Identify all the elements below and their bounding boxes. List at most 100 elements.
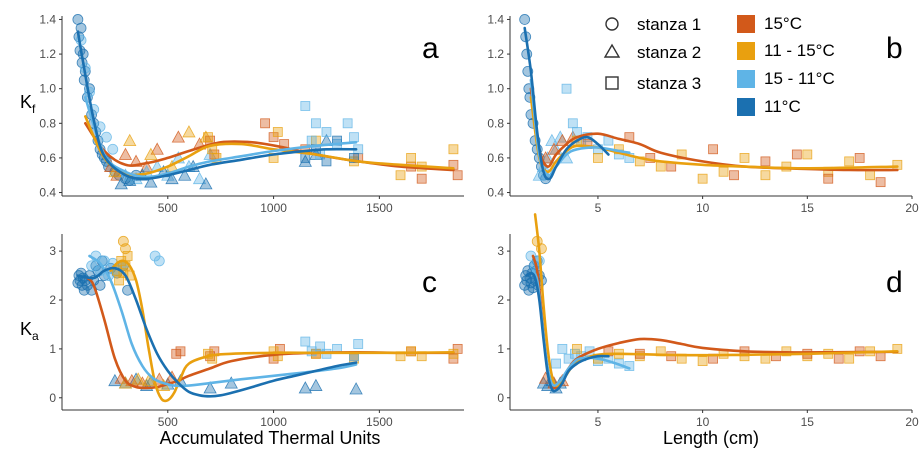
- data-point-triangle: [178, 168, 192, 181]
- x-tick-label: 10: [696, 201, 710, 215]
- data-point-circle: [120, 243, 131, 255]
- data-point-square: [300, 101, 311, 111]
- fit-curve-c11: [76, 266, 358, 398]
- data-point-triangle: [555, 133, 570, 147]
- x-tick-label: 15: [801, 201, 815, 215]
- legend-square-icon: [605, 76, 619, 90]
- legend-shape-label: stanza 3: [637, 74, 701, 93]
- panel-a-marks: [61, 14, 464, 197]
- data-point-square: [416, 173, 427, 184]
- data-point-triangle: [545, 133, 559, 147]
- panel-d: 5 10 15 20 0 1 2 3 Length (cm) d: [497, 213, 919, 448]
- legend: stanza 1 stanza 2 stanza 3 15°C 11 - 15°…: [603, 14, 835, 116]
- data-point-square: [865, 170, 876, 181]
- panel-d-marks: [509, 213, 912, 411]
- y-tick-label: 0.8: [39, 116, 56, 130]
- data-point-square: [349, 132, 359, 143]
- legend-triangle-icon: [603, 43, 621, 58]
- data-point-square: [676, 149, 687, 160]
- legend-swatch-11-15: [737, 42, 755, 60]
- panel-d-xlabel: Length (cm): [663, 428, 759, 448]
- data-point-square: [844, 156, 855, 167]
- data-point-square: [833, 353, 844, 364]
- data-point-triangle: [123, 173, 137, 186]
- panel-a-ylabel: Kf: [20, 92, 36, 116]
- data-point-triangle: [203, 381, 217, 394]
- data-point-square: [315, 341, 326, 352]
- data-point-square: [567, 118, 578, 129]
- data-point-square: [551, 358, 561, 369]
- data-point-square: [760, 170, 771, 181]
- data-point-square: [593, 153, 603, 163]
- fit-curve-c15_11: [84, 96, 358, 179]
- panel-b-ticks: 5 10 15 20 0.4 0.6 0.8 1.0 1.2 1.4: [487, 12, 919, 215]
- x-tick-label: 1000: [260, 415, 287, 429]
- panel-d-ticks: 5 10 15 20 0 1 2 3: [497, 244, 919, 429]
- panel-b-letter: b: [886, 32, 903, 65]
- data-point-square: [655, 161, 666, 172]
- x-tick-label: 500: [158, 201, 178, 215]
- legend-color-15: 15°C: [737, 14, 802, 33]
- y-tick-label: 0.8: [487, 116, 504, 130]
- x-tick-label: 20: [905, 415, 919, 429]
- data-point-square: [557, 343, 568, 354]
- panel-a-letter: a: [422, 32, 439, 65]
- y-tick-label: 1.0: [39, 82, 56, 96]
- fit-curve-c15_11: [88, 254, 358, 388]
- legend-color-label: 11°C: [764, 97, 801, 116]
- panel-c-ticks: 500 1000 1500 0 1 2 3: [49, 244, 393, 429]
- legend-shapes: stanza 1 stanza 2 stanza 3: [603, 15, 701, 93]
- panel-b-marks: [509, 14, 912, 197]
- fit-curve-c15: [529, 87, 899, 172]
- panel-c-marks: [61, 234, 464, 411]
- panel-c-ylabel: Ka: [20, 319, 39, 343]
- y-tick-label: 3: [49, 244, 56, 258]
- fit-curve-c11: [523, 26, 610, 181]
- data-point-circle: [519, 14, 531, 25]
- panel-c-xlabel: Accumulated Thermal Units: [160, 428, 381, 448]
- legend-shape-square: stanza 3: [605, 74, 701, 93]
- data-point-triangle: [144, 147, 158, 160]
- data-point-triangle: [150, 142, 164, 155]
- data-point-square: [260, 118, 271, 129]
- panel-a: 500 1000 1500 0.4 0.6 0.8 1.0 1.2 1.4 Kf a: [20, 12, 464, 215]
- fit-curve-c11: [76, 30, 358, 181]
- legend-color-label: 15°C: [764, 14, 802, 33]
- data-point-square: [718, 166, 729, 177]
- data-point-triangle: [144, 175, 158, 188]
- y-tick-label: 1.2: [39, 47, 56, 61]
- data-point-square: [844, 353, 855, 364]
- legend-swatch-15: [737, 15, 755, 33]
- data-point-square: [892, 159, 903, 170]
- x-tick-label: 500: [158, 415, 178, 429]
- x-tick-label: 1500: [366, 415, 393, 429]
- legend-colors: 15°C 11 - 15°C 15 - 11°C 11°C: [737, 14, 835, 116]
- data-point-triangle: [224, 376, 238, 389]
- legend-color-15-11: 15 - 11°C: [737, 69, 835, 88]
- legend-swatch-11: [737, 98, 755, 116]
- data-point-square: [310, 118, 321, 129]
- data-point-square: [760, 156, 771, 167]
- data-point-square: [353, 339, 364, 349]
- data-point-triangle: [298, 154, 312, 167]
- data-point-square: [406, 153, 417, 163]
- legend-color-label: 15 - 11°C: [764, 69, 835, 88]
- y-tick-label: 0.4: [39, 186, 56, 200]
- y-tick-label: 2: [49, 293, 56, 307]
- panel-c: 500 1000 1500 0 1 2 3 Ka Accumulated Thermal U…: [20, 234, 464, 448]
- y-tick-label: 0: [49, 391, 56, 405]
- y-tick-label: 3: [497, 244, 504, 258]
- data-point-square: [321, 127, 332, 137]
- y-tick-label: 1.2: [487, 47, 504, 61]
- data-point-triangle: [171, 130, 186, 143]
- panel-c-letter: c: [422, 266, 437, 299]
- x-tick-label: 10: [696, 415, 710, 429]
- data-point-square: [791, 149, 802, 160]
- y-tick-label: 1.0: [487, 82, 504, 96]
- data-point-square: [349, 153, 359, 163]
- data-point-triangle: [114, 177, 128, 190]
- data-point-square: [306, 135, 317, 146]
- panel-b: 5 10 15 20 0.4 0.6 0.8 1.0 1.2 1.4 b: [487, 12, 919, 215]
- data-point-square: [203, 132, 213, 143]
- fit-curve-c11_15: [84, 115, 455, 177]
